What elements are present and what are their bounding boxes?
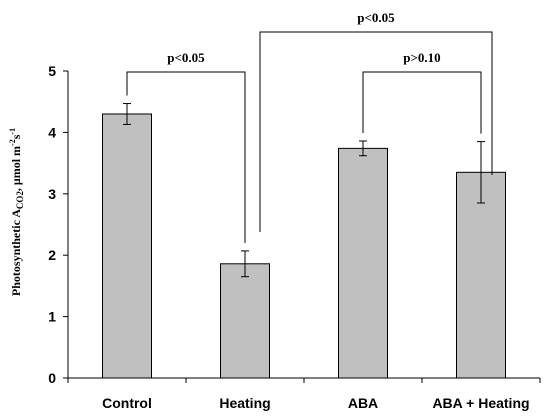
error-bar	[123, 103, 131, 125]
y-tick-label: 3	[48, 186, 56, 202]
bar-aba-heating	[456, 171, 506, 379]
x-tick-label: Control	[102, 395, 152, 411]
error-bar	[241, 250, 249, 278]
y-tick-label: 2	[48, 247, 56, 263]
error-bar	[477, 141, 485, 204]
significance-bracket: p<0.05	[259, 10, 493, 232]
significance-label: p>0.10	[403, 50, 440, 65]
significance-brackets-layer: p<0.05 p>0.10 p<0.05	[126, 10, 493, 243]
y-tick-label: 1	[48, 309, 56, 325]
bars-layer	[102, 113, 506, 379]
x-tick-label: Heating	[219, 395, 270, 411]
y-tick-label: 0	[48, 370, 56, 386]
error-bar	[359, 140, 367, 157]
bar-aba	[338, 147, 388, 379]
significance-label: p<0.05	[357, 10, 395, 25]
bar-heating	[220, 263, 270, 379]
y-tick-label: 4	[48, 124, 56, 140]
axes-layer: 0 1 2 3 4 5 Control Heating ABA ABA + Heating	[48, 63, 541, 411]
error-bars-layer	[123, 103, 485, 278]
bar-control	[102, 113, 152, 379]
x-tick-label: ABA + Heating	[432, 395, 529, 411]
y-axis-label: Photosynthetic ACO2, μmol m-2s-1	[8, 128, 25, 296]
significance-label: p<0.05	[167, 50, 205, 65]
y-tick-label: 5	[48, 63, 56, 79]
significance-bracket: p<0.05	[126, 50, 246, 243]
significance-bracket: p>0.10	[362, 50, 482, 134]
x-tick-label: ABA	[348, 395, 378, 411]
